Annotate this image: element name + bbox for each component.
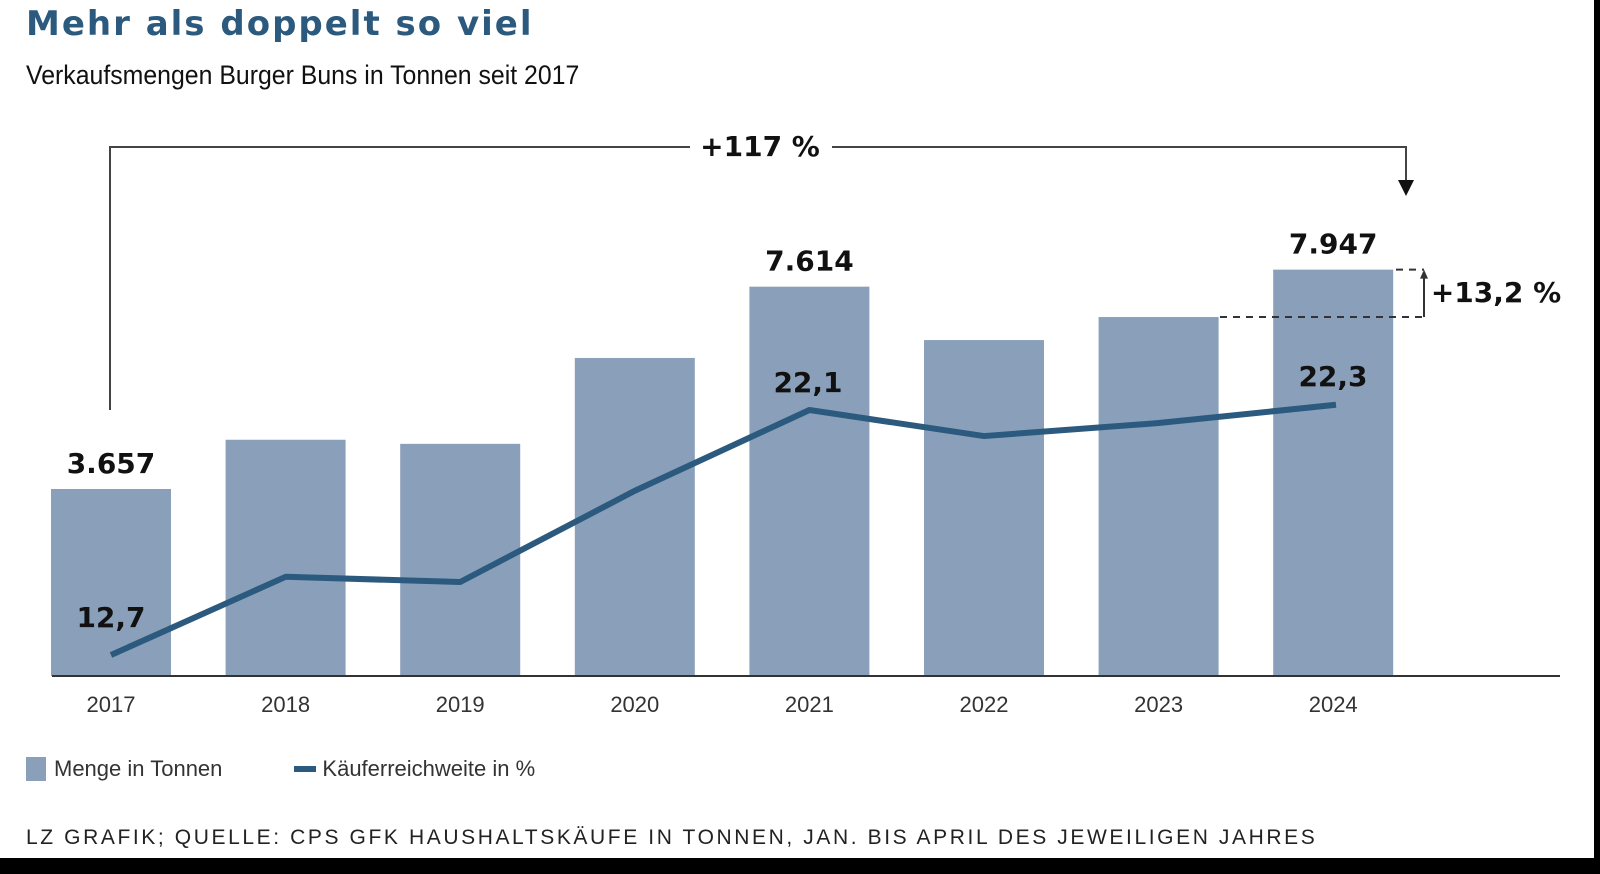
chart-title: Mehr als doppelt so viel: [26, 4, 534, 44]
bar-2022: [924, 340, 1044, 676]
x-tick-label-2023: 2023: [1134, 692, 1183, 717]
x-tick-label-2021: 2021: [785, 692, 834, 717]
bar-value-label-2024: 7.947: [1289, 228, 1378, 261]
bar-2024: [1273, 269, 1394, 676]
arrow-down-icon: [1398, 180, 1414, 196]
annotation-growth-yoy: +13,2 %: [1431, 276, 1561, 309]
line-series-kaeuferreichweite: [109, 401, 1337, 658]
bar-2020: [574, 357, 695, 676]
annotation-growth-total: +117 %: [700, 130, 820, 163]
legend-label-line: Käuferreichweite in %: [322, 756, 536, 781]
right-border: [1594, 0, 1600, 874]
legend-label-bars: Menge in Tonnen: [54, 756, 223, 781]
legend-swatch-line-icon: [294, 766, 317, 772]
arrow-up-icon: [1420, 269, 1428, 279]
x-tick-label-2018: 2018: [261, 692, 310, 717]
x-tick-label-2024: 2024: [1309, 692, 1358, 717]
line-value-label-2024: 22,3: [1298, 360, 1367, 393]
bar-2021: [749, 286, 870, 676]
x-tick-label-2020: 2020: [610, 692, 659, 717]
x-tick-label-2017: 2017: [87, 692, 136, 717]
bar-value-label-2017: 3.657: [67, 447, 156, 480]
bar-value-label-2021: 7.614: [765, 245, 854, 278]
line-value-label-2017: 12,7: [76, 601, 145, 634]
bar-2023: [1098, 317, 1219, 676]
bottom-border: [0, 858, 1600, 874]
legend: Menge in Tonnen Käuferreichweite in %: [26, 756, 607, 782]
x-tick-label-2022: 2022: [960, 692, 1009, 717]
x-tick-label-2019: 2019: [436, 692, 485, 717]
source-note: LZ GRAFIK; QUELLE: CPS GFK HAUSHALTSKÄUF…: [26, 826, 1318, 849]
bar-2017: [51, 489, 171, 676]
legend-swatch-bar-icon: [26, 757, 46, 781]
growth-bracket-left: [109, 146, 690, 410]
line-value-label-2021: 22,1: [773, 366, 842, 399]
legend-item-bars: Menge in Tonnen: [26, 756, 222, 782]
legend-item-line: Käuferreichweite in %: [294, 756, 535, 782]
bar-2018: [225, 439, 346, 676]
chart-subtitle: Verkaufsmengen Burger Buns in Tonnen sei…: [26, 60, 580, 90]
growth-bracket-right: [832, 146, 1407, 182]
